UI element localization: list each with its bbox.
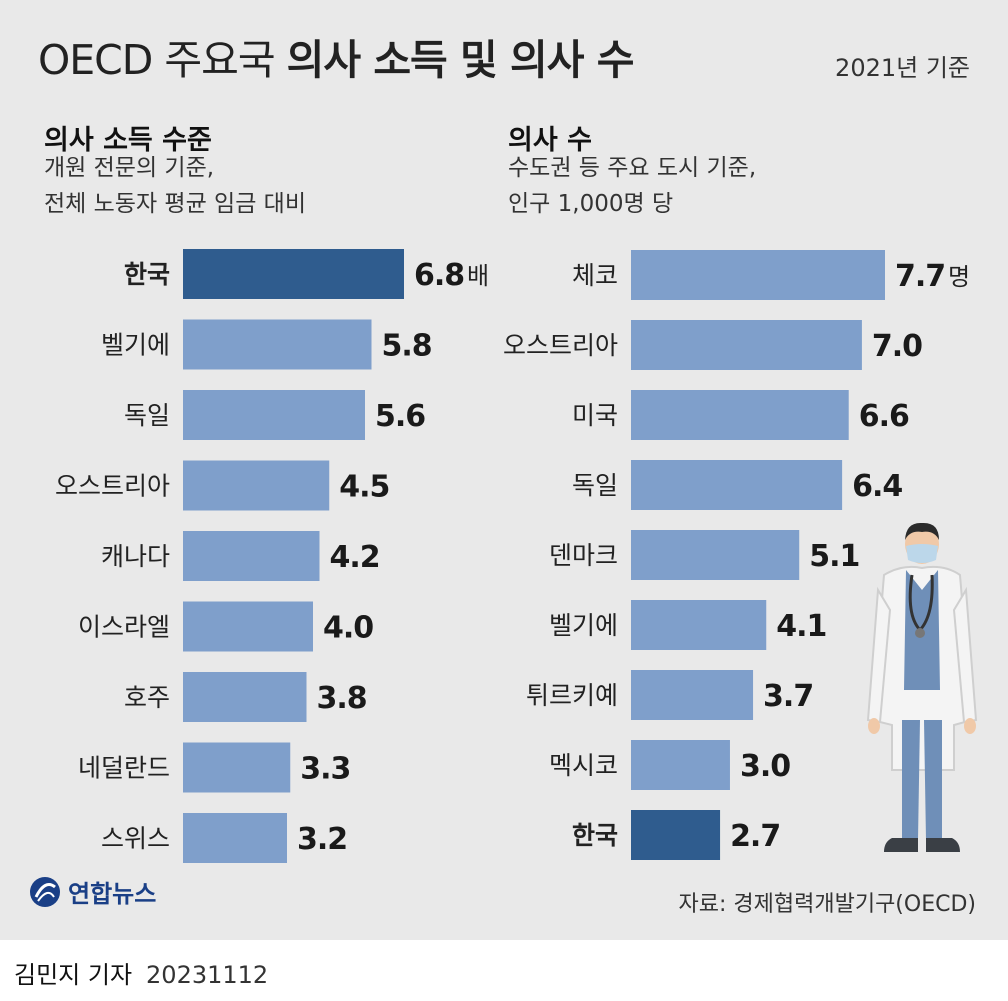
bar-오스트리아 (631, 320, 862, 370)
value-label-멕시코: 3.0 (740, 749, 790, 784)
publish-date: 20231112 (146, 961, 269, 989)
value-label-이스라엘: 4.0 (323, 611, 373, 646)
category-label-캐나다: 캐나다 (101, 542, 170, 571)
logo-text: 연합뉴스 (68, 880, 157, 908)
right-chart-title: 의사 수 (508, 125, 592, 156)
left-chart-title: 의사 소득 수준 (44, 125, 212, 156)
bar-한국 (631, 810, 721, 860)
bar-벨기에 (183, 319, 372, 370)
reporter-name: 김민지 기자 (14, 961, 133, 989)
unit-label: 명 (948, 263, 970, 291)
bar-네덜란드 (183, 742, 291, 793)
value-label-스위스: 3.2 (297, 822, 347, 857)
category-label-이스라엘: 이스라엘 (78, 613, 170, 642)
page-title: OECD 주요국 의사 소득 및 의사 수 (38, 26, 635, 86)
category-label-미국: 미국 (572, 401, 618, 430)
value-label-벨기에: 5.8 (382, 329, 432, 364)
value-label-호주: 3.8 (317, 681, 367, 716)
value-label-네덜란드: 3.3 (300, 752, 350, 787)
bar-멕시코 (631, 740, 730, 790)
category-label-오스트리아: 오스트리아 (503, 331, 618, 360)
bar-미국 (631, 390, 849, 440)
bar-독일 (183, 390, 365, 440)
yonhap-logo: 연합뉴스 (28, 874, 156, 909)
category-label-호주: 호주 (124, 683, 170, 712)
category-label-스위스: 스위스 (101, 824, 170, 853)
left-chart-subtitle: 개원 전문의 기준, 전체 노동자 평균 임금 대비 (44, 150, 306, 222)
value-label-오스트리아: 4.5 (339, 470, 389, 505)
value-label-캐나다: 4.2 (330, 540, 380, 575)
left-subtitle-line-2: 전체 노동자 평균 임금 대비 (44, 191, 307, 217)
value-label-오스트리아: 7.0 (872, 329, 922, 364)
category-label-벨기에: 벨기에 (549, 611, 618, 640)
value-label-체코: 7.7 (895, 259, 945, 294)
yonhap-globe-icon (30, 876, 60, 907)
category-label-덴마크: 덴마크 (549, 541, 618, 570)
infographic-panel: OECD 주요국 의사 소득 및 의사 수 2021년 기준 의사 소득 수준 … (0, 0, 1008, 940)
category-label-튀르키예: 튀르키예 (526, 681, 618, 710)
bar-체코 (631, 250, 885, 300)
bar-호주 (183, 672, 307, 722)
as-of-label: 2021년 기준 (835, 54, 970, 82)
right-subtitle-line-1: 수도권 등 주요 도시 기준, (508, 155, 757, 181)
left-subtitle-line-1: 개원 전문의 기준, (44, 155, 215, 181)
value-label-미국: 6.6 (859, 399, 909, 434)
right-subtitle-line-2: 인구 1,000명 당 (508, 191, 674, 217)
value-label-한국: 2.7 (730, 819, 780, 854)
value-label-벨기에: 4.1 (776, 609, 826, 644)
value-label-덴마크: 5.1 (809, 539, 859, 574)
category-label-한국: 한국 (572, 821, 618, 850)
bar-캐나다 (183, 531, 320, 581)
value-label-독일: 5.6 (375, 399, 425, 434)
category-label-네덜란드: 네덜란드 (78, 754, 170, 783)
bar-한국 (183, 249, 404, 299)
bar-이스라엘 (183, 601, 313, 652)
value-label-한국: 6.8 (414, 258, 464, 293)
title-light-part: OECD 주요국 (38, 36, 287, 84)
doctor-illustration (866, 522, 978, 852)
category-label-오스트리아: 오스트리아 (55, 472, 170, 501)
bar-튀르키예 (631, 670, 754, 720)
category-label-독일: 독일 (124, 401, 170, 430)
title-bold-part: 의사 소득 및 의사 수 (286, 36, 635, 84)
byline: 김민지 기자 20231112 (14, 955, 268, 990)
bar-오스트리아 (183, 460, 330, 511)
bar-스위스 (183, 813, 287, 863)
category-label-독일: 독일 (572, 471, 618, 500)
source-text: 자료: 경제협력개발기구(OECD) (678, 892, 977, 917)
bar-벨기에 (631, 600, 767, 650)
category-label-멕시코: 멕시코 (549, 751, 618, 780)
value-label-튀르키예: 3.7 (763, 679, 813, 714)
category-label-한국: 한국 (124, 260, 170, 289)
unit-label: 배 (467, 262, 489, 290)
value-label-독일: 6.4 (852, 469, 902, 504)
bar-덴마크 (631, 530, 800, 580)
category-label-벨기에: 벨기에 (101, 331, 170, 360)
bar-독일 (631, 460, 843, 510)
category-label-체코: 체코 (572, 261, 618, 290)
right-chart-subtitle: 수도권 등 주요 도시 기준, 인구 1,000명 당 (508, 150, 756, 222)
